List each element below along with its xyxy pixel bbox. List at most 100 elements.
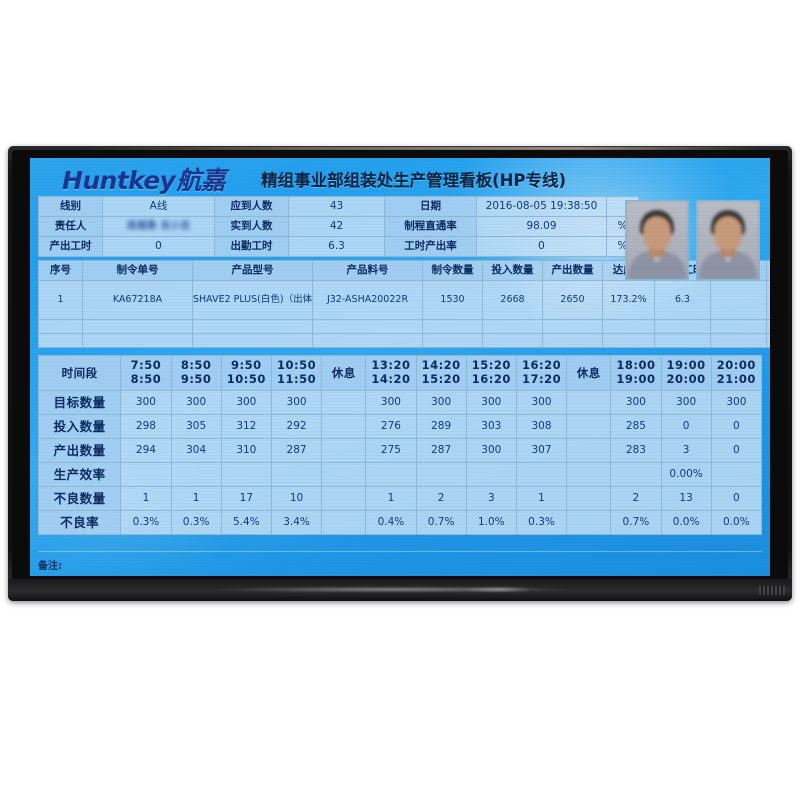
hourly-cell bbox=[566, 390, 612, 415]
cell-model: SHAVE2 PLUS(白色)（出体创）(360.06E01.0001) bbox=[192, 280, 313, 320]
period-header: 20:00 21:00 bbox=[710, 355, 763, 391]
hourly-cell: 303 bbox=[465, 414, 517, 439]
hourly-cell bbox=[365, 462, 417, 487]
hourly-cell: 1.0% bbox=[465, 510, 517, 535]
table-row: 投入数量 298 305 312 292 276 289 303 308 285 0 0 bbox=[37, 414, 763, 439]
bezel-reflection-1 bbox=[211, 587, 573, 592]
hourly-cell bbox=[321, 414, 367, 439]
label-hour-output-rate: 工时产出率 bbox=[384, 236, 477, 257]
hourly-cell: 304 bbox=[170, 438, 222, 463]
hourly-cell: 0.3% bbox=[120, 510, 172, 535]
hourly-cell: 0.0% bbox=[660, 510, 712, 535]
label-planned-headcount: 应到人数 bbox=[214, 196, 289, 217]
brand-logo-latin: Huntkey bbox=[62, 166, 176, 195]
hourly-cell: 300 bbox=[365, 390, 417, 415]
dashboard: Huntkey航嘉 精组事业部组装处生产管理看板(HP专线) bbox=[30, 158, 770, 576]
bezel-top-glint bbox=[86, 147, 761, 150]
hourly-cell: 1 bbox=[120, 486, 172, 511]
cell-achieve-rate: 173.2% bbox=[602, 280, 655, 320]
col-efficiency: 生产效率 bbox=[766, 260, 770, 281]
hourly-cell: 300 bbox=[710, 390, 763, 415]
hourly-cell: 3.4% bbox=[270, 510, 323, 535]
page-title: 精组事业部组装处生产管理看板(HP专线) bbox=[261, 171, 567, 190]
period-header: 18:00 19:00 bbox=[610, 355, 662, 391]
info-row-2: 责任人 周德勇 肖小忠 实到人数 42 制程直通率 98.09 % bbox=[38, 216, 639, 237]
hourly-cell: 310 bbox=[220, 438, 272, 463]
hourly-cell: 287 bbox=[270, 438, 323, 463]
hourly-cell: 300 bbox=[465, 438, 517, 463]
hourly-cell bbox=[321, 510, 367, 535]
hourly-cell bbox=[515, 462, 568, 487]
hourly-cell: 275 bbox=[365, 438, 417, 463]
hourly-production-table: 时间段 7:50 8:50 8:50 9:50 9:50 10:50 10:50 11:50 休… bbox=[37, 355, 763, 535]
value-fpy: 98.09 bbox=[476, 216, 607, 237]
hourly-cell: 0.7% bbox=[415, 510, 467, 535]
brand-logo: Huntkey航嘉 bbox=[62, 161, 226, 197]
info-row-3: 产出工时 0 出勤工时 6.3 工时产出率 0 % bbox=[38, 236, 639, 257]
hourly-cell: 285 bbox=[610, 414, 662, 439]
hourly-header-row: 时间段 7:50 8:50 8:50 9:50 9:50 10:50 10:50 11:50 休… bbox=[37, 355, 763, 391]
hourly-cell bbox=[610, 462, 662, 487]
col-order-no: 制令单号 bbox=[82, 260, 193, 281]
brand-logo-cn: 航嘉 bbox=[176, 166, 226, 195]
hourly-row-label: 产出数量 bbox=[37, 438, 122, 463]
label-date: 日期 bbox=[384, 196, 477, 217]
hourly-cell: 13 bbox=[660, 486, 712, 511]
hourly-cell: 0.0% bbox=[710, 510, 763, 535]
hourly-row-label: 投入数量 bbox=[37, 414, 122, 439]
monitor-frame: Huntkey航嘉 精组事业部组装处生产管理看板(HP专线) bbox=[8, 146, 792, 601]
cell-seq: 1 bbox=[38, 280, 83, 320]
hourly-cell: 307 bbox=[515, 438, 568, 463]
hourly-cell: 312 bbox=[220, 414, 272, 439]
cell-part-no: J32-ASHA20022R bbox=[312, 280, 423, 320]
hourly-cell: 300 bbox=[415, 390, 467, 415]
hourly-cell bbox=[321, 390, 367, 415]
hourly-cell bbox=[321, 438, 367, 463]
cell-input-qty: 2668 bbox=[482, 280, 543, 320]
hourly-cell: 1 bbox=[170, 486, 222, 511]
cell-order-qty: 1530 bbox=[422, 280, 483, 320]
period-header: 8:50 9:50 bbox=[170, 355, 222, 391]
table-row: 产出数量 294 304 310 287 275 287 300 307 283 3 0 bbox=[37, 438, 763, 463]
hourly-row-label: 不良数量 bbox=[37, 486, 122, 511]
hourly-cell bbox=[566, 510, 612, 535]
col-order-qty: 制令数量 bbox=[422, 260, 483, 281]
table-row: 1 KA67218A SHAVE2 PLUS(白色)（出体创）(360.06E0… bbox=[38, 280, 770, 320]
period-header: 14:20 15:20 bbox=[415, 355, 467, 391]
hourly-cell: 0.4% bbox=[365, 510, 417, 535]
value-actual-headcount: 42 bbox=[288, 216, 385, 237]
cell-efficiency bbox=[766, 280, 770, 320]
hourly-cell bbox=[566, 438, 612, 463]
value-hour-output-rate: 0 bbox=[476, 236, 607, 257]
period-header: 9:50 10:50 bbox=[220, 355, 272, 391]
period-header: 15:20 16:20 bbox=[465, 355, 517, 391]
value-planned-headcount: 43 bbox=[288, 196, 385, 217]
hourly-cell bbox=[566, 486, 612, 511]
value-output-hours: 0 bbox=[102, 236, 215, 257]
col-part-no: 产品料号 bbox=[312, 260, 423, 281]
monitor-bottom-bezel bbox=[8, 579, 792, 601]
hourly-cell bbox=[321, 462, 367, 487]
hourly-row-label-header: 时间段 bbox=[37, 355, 122, 391]
hourly-cell: 287 bbox=[415, 438, 467, 463]
employee-photo-1 bbox=[625, 200, 689, 280]
value-responsible-person: 周德勇 肖小忠 bbox=[102, 216, 215, 237]
table-row-empty bbox=[38, 333, 770, 348]
table-row: 不良数量 1 1 17 10 1 2 3 1 2 13 0 bbox=[37, 486, 763, 511]
hourly-row-label: 目标数量 bbox=[37, 390, 122, 415]
line-info-table: 线别 A线 应到人数 43 日期 2016-08-05 19:38:50 责任人… bbox=[38, 196, 639, 257]
hourly-cell: 300 bbox=[515, 390, 568, 415]
employee-photo-2 bbox=[696, 200, 760, 280]
period-rest: 休息 bbox=[566, 355, 612, 391]
hourly-cell: 0.00% bbox=[660, 462, 712, 487]
label-fpy: 制程直通率 bbox=[384, 216, 477, 237]
hourly-cell bbox=[321, 486, 367, 511]
hourly-cell: 283 bbox=[610, 438, 662, 463]
hourly-cell: 0 bbox=[710, 414, 763, 439]
label-attendance-hours: 出勤工时 bbox=[214, 236, 289, 257]
hourly-cell bbox=[465, 462, 517, 487]
hourly-cell: 300 bbox=[465, 390, 517, 415]
period-header: 13:20 14:20 bbox=[365, 355, 417, 391]
hourly-cell: 0 bbox=[710, 486, 763, 511]
period-header: 19:00 20:00 bbox=[660, 355, 712, 391]
